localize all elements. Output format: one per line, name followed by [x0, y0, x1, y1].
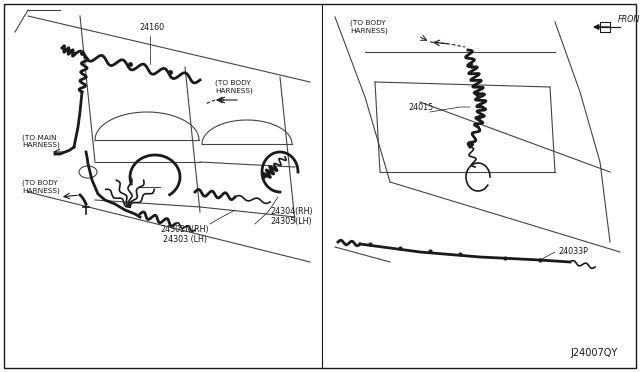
- Text: 24033P: 24033P: [558, 247, 588, 256]
- Text: (TO BODY
HARNESS): (TO BODY HARNESS): [22, 180, 60, 193]
- Text: (TO BODY
HARNESS): (TO BODY HARNESS): [215, 80, 253, 93]
- Text: (TO MAIN
HARNESS): (TO MAIN HARNESS): [22, 135, 60, 148]
- Text: J24007QY: J24007QY: [571, 348, 618, 358]
- Text: 24015: 24015: [408, 103, 433, 112]
- Text: 24160: 24160: [140, 23, 164, 32]
- Text: (TO BODY
HARNESS): (TO BODY HARNESS): [350, 19, 388, 33]
- Text: 24302N(RH)
24303 (LH): 24302N(RH) 24303 (LH): [161, 225, 209, 244]
- Text: 24304(RH)
24305(LH): 24304(RH) 24305(LH): [270, 206, 312, 226]
- Text: FRONT: FRONT: [618, 15, 640, 24]
